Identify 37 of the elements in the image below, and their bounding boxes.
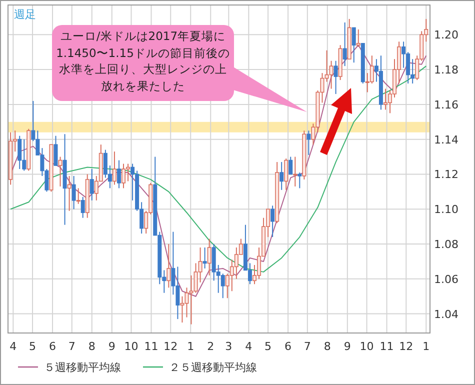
x-tick-label: 1 [187, 340, 194, 353]
x-tick-label: 4 [10, 340, 17, 353]
y-tick-label: 1.12 [434, 168, 458, 182]
x-tick-label: 1 [422, 340, 430, 353]
x-tick-label: 3 [225, 340, 232, 353]
x-tick-label: 6 [284, 340, 292, 353]
x-tick-label: 9 [344, 340, 351, 353]
x-tick-label: 5 [29, 340, 36, 353]
legend-item: ５週移動平均線 [18, 361, 121, 374]
x-tick-label: 12 [164, 340, 178, 353]
y-tick-label: 1.14 [434, 133, 458, 146]
x-tick-label: 11 [144, 340, 158, 353]
y-tick-label: 1.04 [434, 308, 458, 321]
x-tick-label: 2 [207, 340, 214, 353]
y-tick-label: 1.16 [434, 98, 458, 112]
x-tick-label: 12 [399, 340, 414, 353]
legend-label: ２５週移動平均線 [169, 361, 257, 374]
x-tick-label: 8 [324, 340, 331, 353]
y-tick-label: 1.20 [434, 28, 458, 42]
legend-item: ２５週移動平均線 [143, 361, 257, 374]
x-tick-label: 4 [245, 340, 252, 353]
x-tick-label: 10 [124, 340, 138, 353]
y-tick-label: 1.10 [434, 203, 458, 216]
annotation: ユーロ/米ドルは2017年夏場に1.1450〜1.15ドルの節目前後の水準を上回り、大型レンジの上放れを果たした [55, 28, 231, 94]
x-tick-label: 11 [380, 340, 394, 353]
y-tick-label: 1.08 [434, 238, 458, 252]
x-tick-label: 5 [264, 340, 272, 353]
y-tick-label: 1.18 [434, 64, 458, 77]
x-tick-label: 9 [108, 340, 116, 353]
y-tick-label: 1.06 [434, 272, 458, 286]
x-tick-label: 8 [88, 340, 96, 353]
x-tick-label: 7 [304, 340, 311, 353]
legend-label: ５週移動平均線 [44, 361, 121, 374]
chart-title: 週足 [14, 8, 36, 21]
x-tick-label: 7 [68, 340, 76, 353]
x-tick-label: 10 [360, 340, 374, 353]
x-tick-label: 6 [49, 340, 56, 353]
